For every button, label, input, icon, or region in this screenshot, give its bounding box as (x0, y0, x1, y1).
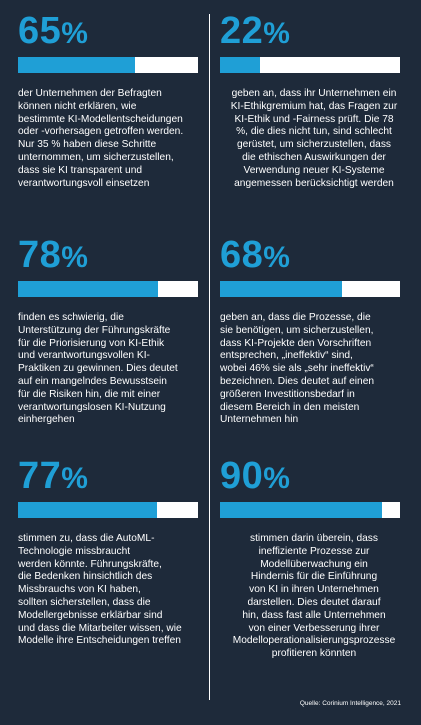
stat-description: der Unternehmen der Befragten können nic… (18, 88, 184, 189)
stat-block: 90% stimmen darin überein, dass ineffizi… (220, 457, 408, 661)
stat-bar-fill (18, 502, 157, 518)
stat-bar (18, 57, 198, 73)
stat-bar-fill (18, 281, 159, 297)
stat-block: 22% geben an, dass ihr Unternehmen ein K… (220, 12, 408, 190)
stat-bar-fill (220, 502, 382, 518)
stat-bar-fill (18, 57, 135, 73)
stat-bar (220, 57, 400, 73)
stat-percentage: 90% (220, 455, 291, 497)
stat-bar (220, 502, 400, 518)
stat-percentage: 68% (220, 234, 291, 276)
stat-description: stimmen darin überein, dass ineffiziente… (232, 533, 396, 660)
stat-description: stimmen zu, dass die AutoML- Technologie… (18, 533, 182, 647)
stat-description: geben an, dass die Prozesse, die sie ben… (220, 312, 375, 426)
stat-percentage: 65% (18, 10, 89, 52)
stat-block: 68% geben an, dass die Prozesse, die sie… (220, 236, 408, 427)
stat-percentage: 78% (18, 234, 89, 276)
stat-bar-fill (220, 281, 343, 297)
stat-block: 65% der Unternehmen der Befragten können… (18, 12, 206, 190)
source-note: Quelle: Corinium Intelligence, 2021 (299, 700, 401, 707)
stat-bar (18, 502, 198, 518)
stat-bar (220, 281, 400, 297)
stat-bar-fill (220, 57, 260, 73)
stat-block: 78% finden es schwierig, die Unterstützu… (18, 236, 206, 427)
stat-description: finden es schwierig, die Unterstützung d… (18, 312, 178, 426)
stat-description: geben an, dass ihr Unternehmen ein KI-Et… (230, 88, 398, 189)
stat-block: 77% stimmen zu, dass die AutoML- Technol… (18, 457, 206, 648)
stat-percentage: 22% (220, 10, 291, 52)
stat-bar (18, 281, 198, 297)
stat-percentage: 77% (18, 455, 89, 497)
center-divider (209, 14, 210, 700)
